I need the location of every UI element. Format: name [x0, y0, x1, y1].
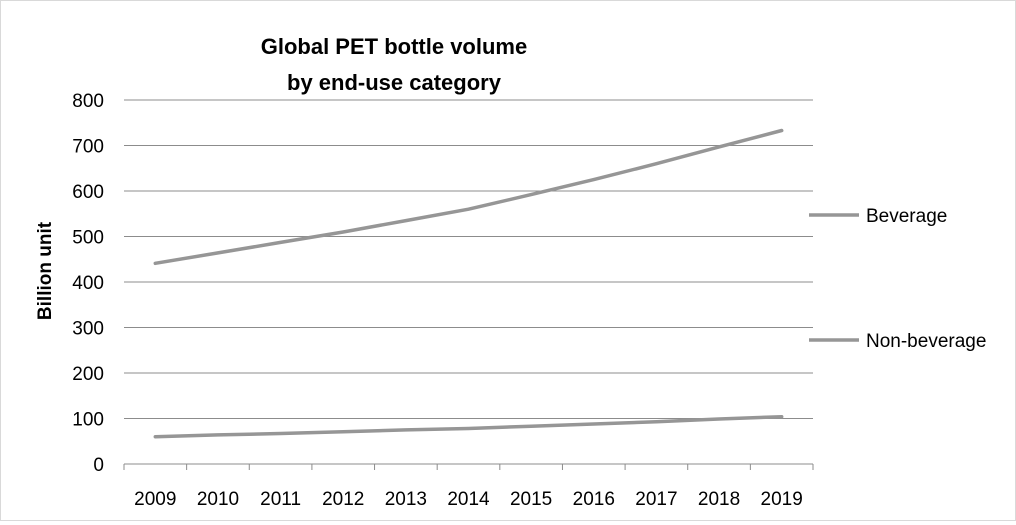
gridlines [124, 99, 813, 419]
y-tick-label: 800 [72, 91, 104, 112]
legend-label: Non-beverage [866, 331, 986, 352]
x-tick-label: 2016 [573, 489, 615, 510]
y-tick-label: 200 [72, 364, 104, 385]
x-tick-label: 2019 [761, 489, 803, 510]
y-tick-label: 400 [72, 273, 104, 294]
chart-title-line-2: by end-use category [287, 70, 502, 95]
chart-title-line-1: Global PET bottle volume [261, 34, 527, 59]
series-line-non-beverage [153, 414, 784, 439]
x-tick-label: 2012 [322, 489, 364, 510]
y-tick-label: 100 [72, 410, 104, 431]
y-axis-ticks: 0 100 200 300 400 500 600 700 800 [72, 91, 104, 476]
y-tick-label: 500 [72, 228, 104, 249]
series-line-beverage [153, 128, 784, 266]
y-tick-label: 600 [72, 182, 104, 203]
x-tick-label: 2018 [698, 489, 740, 510]
x-tick-label: 2017 [635, 489, 677, 510]
x-tick-label: 2010 [197, 489, 239, 510]
legend: Beverage Non-beverage [809, 206, 986, 352]
x-axis-ticks: 2009 2010 2011 2012 2013 2014 2015 2016 2017 2018… [134, 489, 803, 510]
x-tick-label: 2009 [134, 489, 176, 510]
x-tick-label: 2013 [385, 489, 427, 510]
x-tick-label: 2011 [260, 489, 301, 510]
series-lines [153, 128, 784, 439]
y-tick-label: 700 [72, 137, 104, 158]
y-tick-label: 300 [72, 319, 104, 340]
axes [123, 463, 814, 470]
y-tick-label: 0 [93, 455, 104, 476]
x-tick-label: 2015 [510, 489, 552, 510]
legend-label: Beverage [866, 206, 947, 227]
x-tick-label: 2014 [447, 489, 490, 510]
y-axis-label: Billion unit [35, 221, 56, 320]
